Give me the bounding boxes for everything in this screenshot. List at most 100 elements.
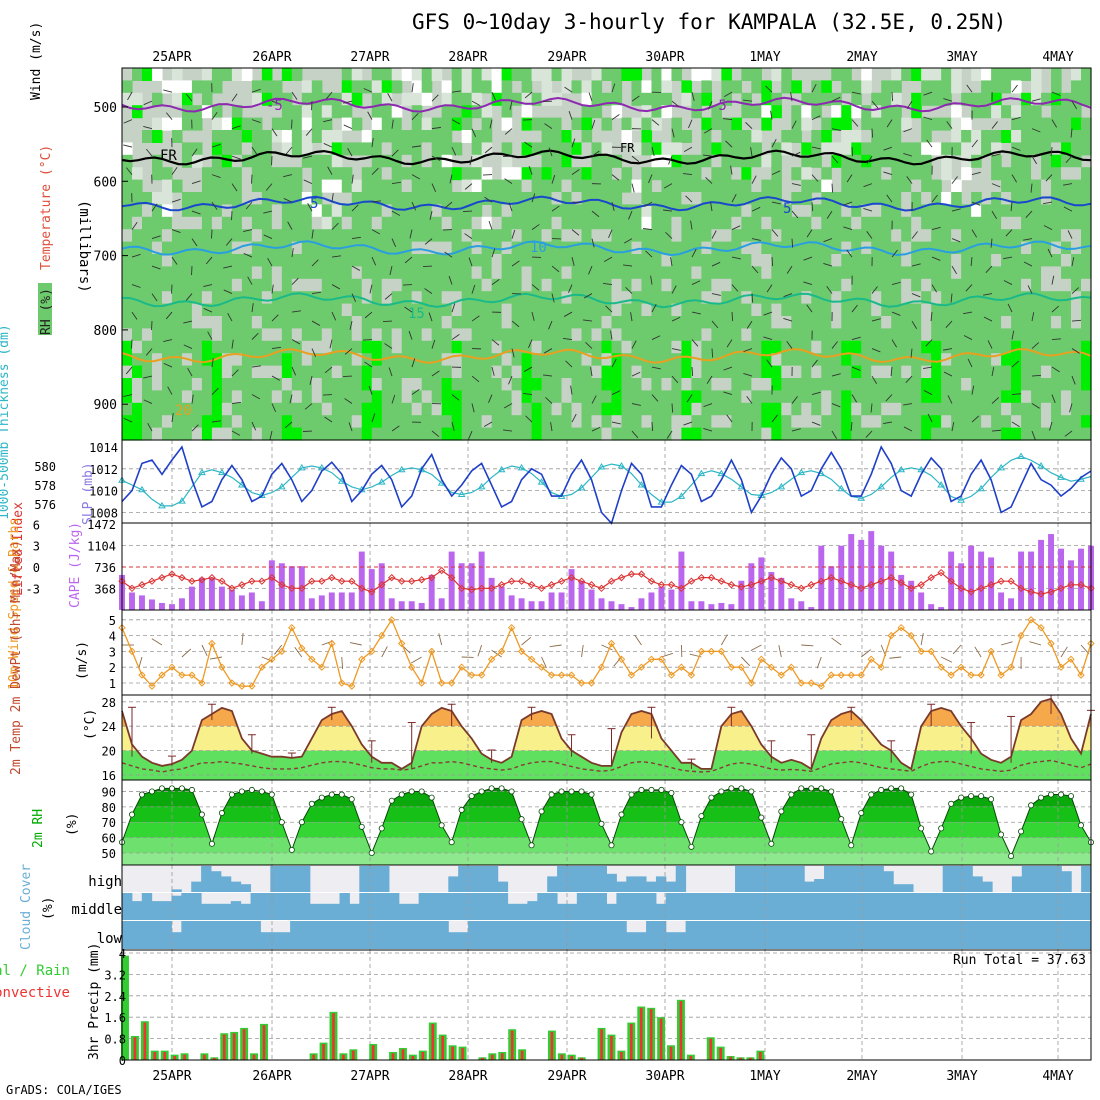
rh-cell: [371, 179, 383, 193]
rh-cell: [401, 340, 413, 354]
cloud-bar: [883, 893, 894, 920]
wind-barb: [811, 391, 821, 395]
thickness-marker: [1037, 462, 1045, 469]
rh-cell: [351, 365, 363, 379]
rh-cell: [541, 241, 553, 255]
rh-cell: [251, 303, 263, 317]
lifted-index-marker: [937, 568, 945, 577]
rh-cell: [431, 216, 443, 230]
rh-cell: [541, 353, 553, 367]
wind-barb: [631, 403, 641, 406]
rh-cell: [951, 229, 962, 243]
rh-cell: [161, 353, 173, 367]
wind-barb: [363, 88, 373, 93]
cloud-bar: [596, 921, 607, 949]
wind-barb: [726, 339, 733, 348]
rh-cell: [411, 340, 423, 354]
rh-cell: [122, 266, 133, 280]
rh-cell: [521, 328, 533, 342]
rh-marker: [648, 786, 655, 793]
rh-cell: [291, 415, 303, 429]
isotherm-label: FR: [620, 141, 635, 155]
rh-cell: [801, 402, 812, 416]
precip-convective-bar: [749, 1057, 752, 1060]
rh-marker: [1078, 822, 1085, 829]
rh-cell: [661, 254, 673, 267]
rh-cell: [581, 378, 593, 391]
rh-cell: [251, 229, 263, 243]
rh-cell: [1041, 204, 1052, 218]
rh-cell: [611, 229, 623, 243]
rh-cell: [191, 328, 203, 342]
rh-cell: [861, 266, 872, 280]
rh-cell: [521, 68, 533, 81]
rh-cell: [671, 241, 683, 255]
rh-cell: [371, 154, 383, 168]
lifted-index-marker: [517, 577, 526, 585]
rh-cell: [281, 402, 293, 416]
rh-cell: [841, 378, 852, 391]
cloud-bar: [952, 866, 963, 892]
rh-cell: [1031, 117, 1042, 131]
rh-cell: [231, 254, 243, 267]
rh-cell: [791, 427, 802, 441]
wind-barb: [351, 174, 354, 184]
rh-marker: [1018, 828, 1025, 835]
rh-cell: [731, 266, 742, 280]
cloud-bar: [122, 921, 133, 949]
rh-cell: [871, 154, 882, 168]
rh-cell: [701, 179, 712, 193]
rh-cell: [781, 204, 792, 218]
rh-cell: [881, 353, 892, 367]
cloud-bar: [270, 932, 281, 949]
rh-marker: [208, 840, 215, 847]
wind-barb: [151, 235, 161, 240]
rh-cell: [791, 390, 802, 404]
rh-cell: [971, 192, 982, 205]
cloud-bar: [1061, 893, 1072, 920]
wind-barb: [885, 394, 893, 402]
rh-cell: [601, 179, 613, 193]
rh-cell: [651, 427, 663, 441]
wind-barb: [261, 656, 274, 662]
wind-barb: [651, 335, 661, 340]
cloud-bar: [735, 921, 746, 949]
rh-cell: [471, 142, 483, 156]
rh-cell: [221, 229, 233, 243]
rh-cell: [711, 229, 722, 243]
rh-cell: [981, 142, 992, 156]
rh-cell: [351, 254, 363, 267]
rh-cell: [351, 117, 363, 131]
rh-marker: [168, 785, 175, 792]
wind-barb: [191, 238, 198, 247]
rh-cell: [731, 316, 742, 329]
rh-cell: [1061, 291, 1072, 305]
wind-barb: [931, 256, 941, 261]
cloud-bar: [151, 921, 163, 949]
wind-barb: [125, 167, 133, 175]
rh-cell: [921, 328, 932, 342]
rh-cell: [711, 328, 722, 342]
precip-convective-bar: [342, 1054, 345, 1060]
rh-cell: [221, 390, 233, 404]
wind-barb: [581, 645, 584, 658]
rh-cell: [721, 254, 732, 267]
rh-cell: [1081, 303, 1092, 317]
rh-cell: [301, 204, 313, 218]
rh-cell: [591, 390, 603, 404]
rh-cell: [171, 365, 183, 379]
wind-speed-marker: [188, 671, 196, 679]
lifted-index-marker: [238, 581, 246, 589]
rh-cell: [181, 378, 193, 391]
lifted-tick-label: 0: [33, 561, 40, 575]
wind-barb: [431, 183, 437, 193]
wind-speed-marker: [617, 655, 626, 664]
wind-barb: [431, 126, 441, 130]
rh-cell: [251, 278, 263, 292]
rh-cell: [701, 328, 712, 342]
wind-barb: [1031, 98, 1041, 102]
rh-cell: [761, 92, 772, 106]
rh-cell: [491, 266, 503, 280]
rh-cell: [291, 117, 303, 131]
rh-cell: [131, 278, 143, 292]
